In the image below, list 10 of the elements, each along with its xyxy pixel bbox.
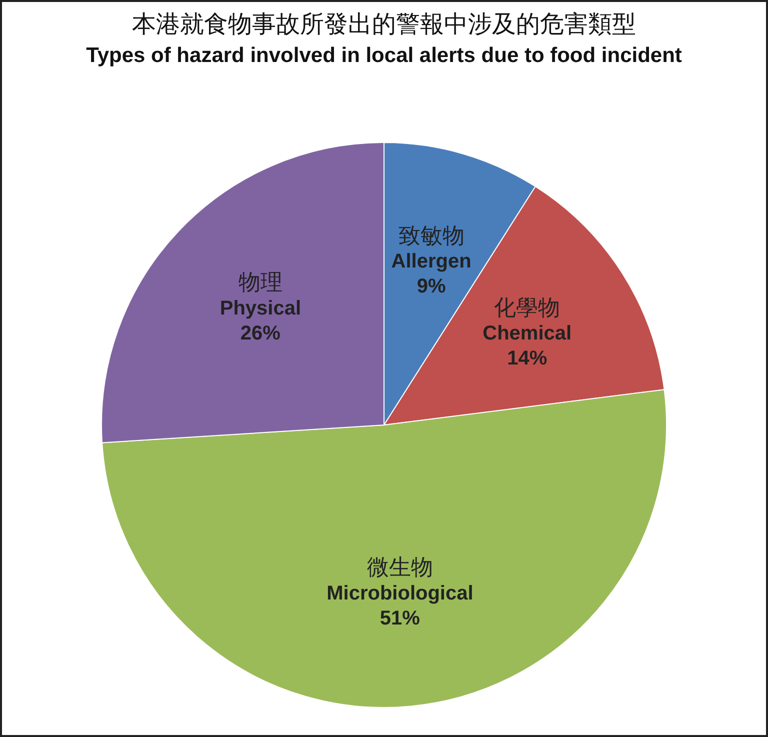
- slice-label: 化學物 Chemical: [482, 296, 572, 345]
- data-label: 14%: [507, 348, 548, 370]
- data-label: 26%: [240, 322, 281, 344]
- slice-label: 物理 Physical: [220, 270, 302, 320]
- data-label: 51%: [380, 607, 420, 630]
- slice-label: 微生物 Microbiological: [326, 555, 474, 604]
- slice-label: 致敏物 Allergen: [391, 224, 472, 273]
- chart-title: 本港就食物事故所發出的警報中涉及的危害類型: [131, 9, 637, 40]
- chart-subtitle: Types of hazard involved in local alerts due to food incident: [85, 44, 683, 68]
- data-label: 9%: [416, 276, 446, 298]
